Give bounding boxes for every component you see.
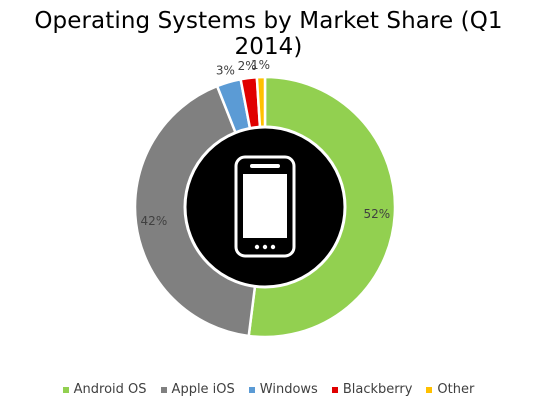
legend-label: Other (437, 382, 475, 397)
legend-item-apple-ios: Apple iOS (160, 382, 235, 397)
chart-title: Operating Systems by Market Share (Q1 20… (34, 8, 503, 60)
legend-item-blackberry: Blackberry (331, 382, 413, 397)
legend-label: Blackberry (342, 382, 413, 397)
smartphone-icon (234, 155, 296, 258)
chart-legend: Android OS Apple iOS Windows Blackberry Othe… (0, 382, 537, 397)
legend-label: Android OS (73, 382, 147, 397)
legend-swatch (248, 386, 255, 393)
legend-swatch (426, 386, 433, 393)
slice-label-windows: 3% (216, 64, 235, 78)
legend-swatch (62, 386, 69, 393)
center-disc (183, 125, 347, 289)
slice-label-apple-ios: 42% (141, 214, 168, 228)
legend-item-other: Other (426, 382, 474, 397)
slice-label-other: 1% (251, 58, 270, 72)
slice-labels: 52% 42% 3% 2%1% (141, 58, 391, 228)
slice-label-blackberry: 2% (238, 59, 257, 73)
legend-label: Windows (259, 382, 318, 397)
slice-label-android-os: 52% (363, 207, 390, 221)
legend-swatch (160, 386, 167, 393)
legend-label: Apple iOS (171, 382, 235, 397)
legend-item-windows: Windows (248, 382, 318, 397)
legend-swatch (331, 386, 338, 393)
legend-item-android-os: Android OS (62, 382, 147, 397)
